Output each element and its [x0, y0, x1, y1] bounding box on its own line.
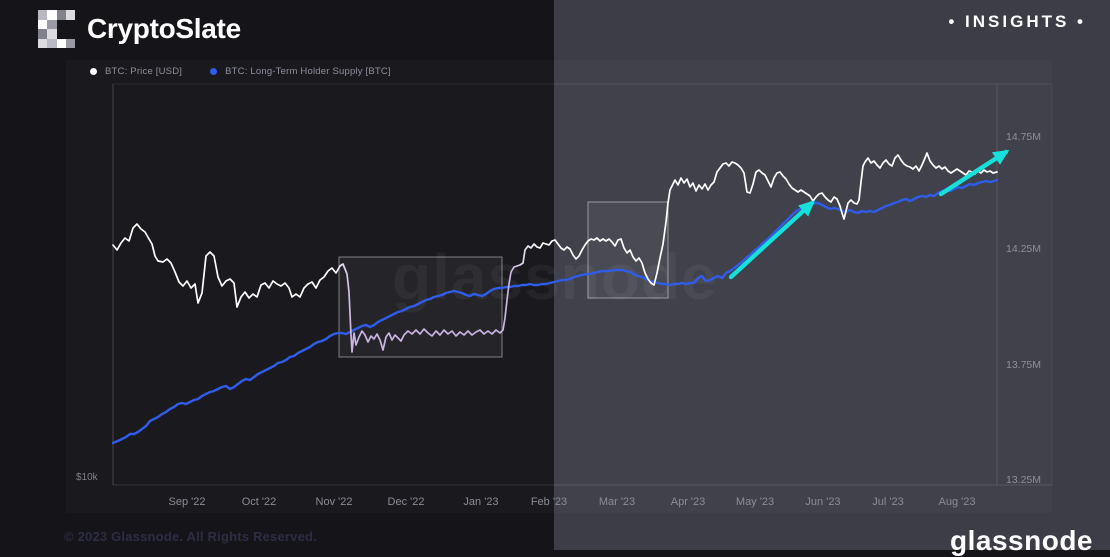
cryptoslate-logo-icon [38, 10, 75, 48]
y-axis-left-label: $10k [76, 472, 98, 483]
cryptoslate-brand: CryptoSlate [38, 10, 241, 48]
x-tick-label: Oct '22 [241, 496, 277, 508]
glassnode-wordmark: glassnode [950, 525, 1093, 556]
price-legend-dot-icon [90, 68, 97, 75]
x-tick-label: Nov '22 [315, 496, 353, 508]
x-tick-label: Mar '23 [598, 496, 636, 508]
x-tick-label: Sep '22 [168, 496, 206, 508]
x-tick-label: Aug '23 [938, 496, 976, 508]
legend-label-price: BTC: Price [USD] [105, 66, 183, 77]
x-tick-label: Dec '22 [387, 496, 425, 508]
y-tick-label: 13.75M [1006, 359, 1042, 371]
trend-arrow [938, 149, 1010, 197]
x-tick-label: Jul '23 [872, 496, 904, 508]
insights-badge: • INSIGHTS • [948, 12, 1086, 31]
brand-title: CryptoSlate [87, 13, 241, 44]
copyright-text: © 2023 Glassnode. All Rights Reserved. [64, 529, 317, 544]
x-tick-label: Jun '23 [805, 496, 841, 508]
trend-arrow [728, 200, 815, 280]
y-tick-label: 13.25M [1006, 474, 1042, 486]
x-tick-label: May '23 [735, 496, 775, 508]
x-tick-label: Jan '23 [463, 496, 499, 508]
x-tick-label: Apr '23 [670, 496, 706, 508]
legend-label-supply: BTC: Long-Term Holder Supply [BTC] [225, 66, 391, 77]
legend-item-price: BTC: Price [USD] [90, 66, 182, 77]
supply-legend-dot-icon [210, 68, 218, 75]
highlight-box [338, 256, 503, 358]
y-tick-label: 14.75M [1006, 131, 1042, 143]
supply-line [111, 178, 999, 445]
legend-item-supply: BTC: Long-Term Holder Supply [BTC] [210, 66, 391, 77]
y-tick-label: 14.25M [1006, 243, 1042, 255]
price-line [112, 152, 998, 353]
chart-legend: BTC: Price [USD] BTC: Long-Term Holder S… [90, 66, 391, 77]
x-tick-label: Feb '23 [530, 496, 568, 508]
